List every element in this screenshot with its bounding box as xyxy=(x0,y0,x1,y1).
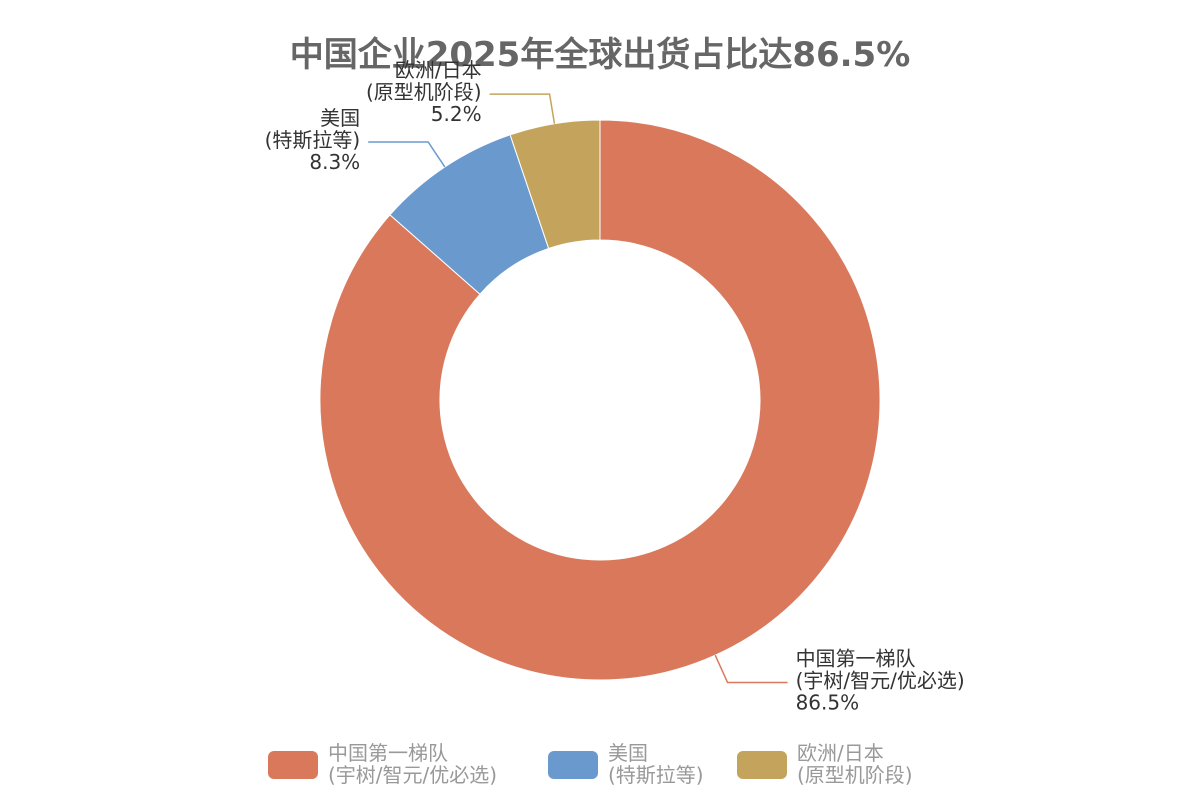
value-label: 8.3% xyxy=(309,150,360,174)
value-label: 86.5% xyxy=(796,691,860,715)
leader-line xyxy=(489,93,556,124)
slice-label: 中国第一梯队(宇树/智元/优必选) xyxy=(796,647,965,693)
slice-label: 美国(特斯拉等) xyxy=(265,106,361,152)
legend-swatch xyxy=(268,751,318,779)
legend-swatch xyxy=(737,751,787,779)
legend-label: 中国第一梯队(宇树/智元/优必选) xyxy=(328,741,497,787)
legend-label: 欧洲/日本(原型机阶段) xyxy=(797,741,913,787)
legend-swatch xyxy=(548,751,598,779)
value-label: 5.2% xyxy=(431,102,482,126)
leader-line xyxy=(714,654,788,684)
donut-slice xyxy=(509,119,601,250)
slice-label: 欧洲/日本(原型机阶段) xyxy=(366,58,482,104)
legend-label: 美国(特斯拉等) xyxy=(608,741,704,787)
leader-line xyxy=(368,141,446,168)
chart-title: 中国企业2025年全球出货占比达86.5% xyxy=(290,35,911,75)
donut-slice xyxy=(319,119,881,681)
